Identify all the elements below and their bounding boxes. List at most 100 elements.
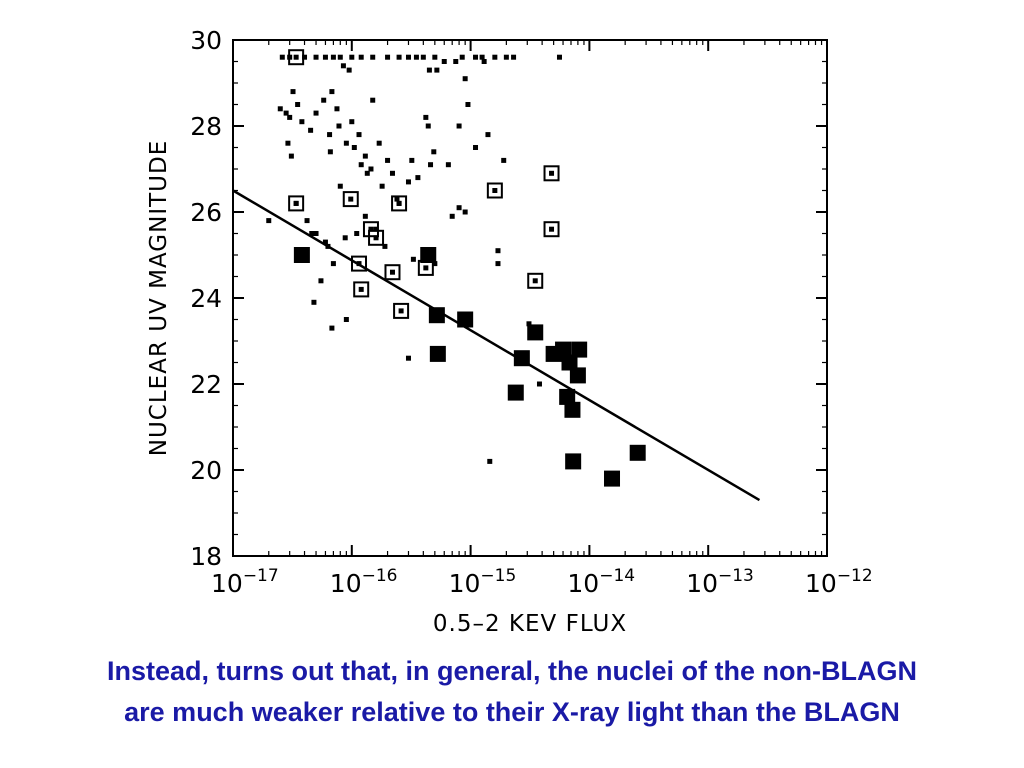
open-square-center	[549, 170, 555, 176]
small-point	[481, 59, 487, 64]
small-point	[456, 123, 462, 129]
small-point	[511, 54, 517, 60]
small-point	[379, 183, 385, 189]
small-point	[526, 321, 532, 327]
large-point	[561, 354, 578, 371]
open-square-outline	[368, 229, 385, 246]
small-point	[329, 89, 335, 95]
small-point	[302, 54, 308, 60]
small-point	[351, 145, 357, 150]
open-square-outline	[353, 281, 370, 298]
small-point	[441, 59, 447, 64]
small-point	[370, 54, 376, 60]
open-square-center	[358, 286, 364, 292]
open-square-outline	[393, 302, 410, 319]
small-point	[385, 157, 391, 163]
small-point	[334, 106, 340, 112]
small-point	[479, 54, 485, 60]
small-point	[449, 213, 455, 219]
open-square-outline	[362, 221, 379, 238]
small-point	[432, 54, 438, 60]
open-square-point	[362, 221, 379, 238]
small-point	[342, 235, 348, 241]
open-square-point	[288, 49, 305, 66]
open-square-outline	[384, 264, 401, 281]
open-square-center	[396, 200, 402, 206]
open-square-point	[543, 221, 560, 238]
open-square-outline	[543, 165, 560, 182]
small-point	[459, 54, 465, 60]
small-point	[313, 110, 319, 116]
open-square-outline	[391, 195, 408, 212]
open-square-point	[288, 195, 305, 212]
open-square-outline	[486, 182, 503, 199]
data-points	[266, 49, 646, 487]
small-point	[356, 132, 362, 138]
small-point	[465, 102, 471, 107]
small-point	[327, 149, 333, 155]
small-point	[343, 317, 349, 322]
small-point	[373, 226, 379, 232]
small-point	[431, 149, 437, 155]
small-point	[492, 54, 498, 60]
small-point	[362, 153, 368, 159]
small-point	[462, 209, 468, 215]
small-point	[426, 67, 432, 73]
small-point	[385, 54, 391, 60]
open-square-point	[527, 272, 544, 289]
large-point	[565, 453, 582, 470]
large-point	[629, 444, 646, 461]
small-point	[413, 54, 419, 60]
plot-frame	[232, 39, 828, 557]
caption-line-2: are much weaker relative to their X-ray …	[124, 697, 900, 727]
small-point	[313, 231, 319, 236]
open-square-point	[342, 191, 359, 208]
small-point	[473, 145, 479, 150]
y-tick-label: 28	[190, 112, 222, 141]
small-point	[495, 261, 501, 267]
small-point	[501, 157, 507, 163]
open-square-point	[353, 281, 370, 298]
y-tick-label: 20	[190, 456, 222, 485]
small-point	[279, 54, 285, 60]
small-point	[405, 54, 411, 60]
small-point	[285, 140, 291, 146]
small-point	[330, 54, 336, 60]
y-axis-title: NUCLEAR UV MAGNITUDE	[146, 140, 172, 456]
open-square-center	[293, 200, 299, 206]
y-tick-label: 26	[190, 198, 222, 227]
small-point	[309, 231, 315, 236]
small-point	[382, 243, 388, 249]
large-point	[569, 367, 586, 384]
large-point	[420, 247, 437, 263]
open-square-center	[423, 265, 429, 271]
open-square-center	[389, 269, 395, 275]
small-point	[337, 183, 343, 189]
open-square-center	[368, 226, 374, 232]
large-point	[428, 307, 445, 324]
axis-ticks: 10−17 10−16 10−15 10−14 10−13 10−12 18 20 22 24 26…	[190, 26, 873, 598]
small-point	[290, 89, 296, 95]
open-square-point	[486, 182, 503, 199]
large-point	[429, 345, 446, 362]
small-point	[456, 205, 462, 211]
large-point	[571, 341, 588, 358]
large-point	[527, 324, 544, 341]
x-tick-label: 10−12	[805, 566, 873, 598]
small-point	[364, 170, 370, 176]
small-point	[330, 261, 336, 267]
open-square-outline	[288, 49, 305, 66]
small-point	[428, 162, 434, 168]
x-axis-title: 0.5–2 KEV FLUX	[433, 611, 627, 637]
small-point	[362, 213, 368, 219]
y-tick-label: 24	[190, 284, 222, 313]
small-point	[409, 157, 415, 163]
small-point	[423, 114, 429, 120]
small-point	[329, 325, 335, 331]
small-point	[308, 127, 314, 133]
x-tick-label: 10−14	[567, 566, 635, 598]
small-point	[277, 106, 283, 112]
small-point	[487, 458, 493, 464]
y-tick-label: 18	[190, 542, 222, 571]
small-point	[349, 54, 355, 60]
